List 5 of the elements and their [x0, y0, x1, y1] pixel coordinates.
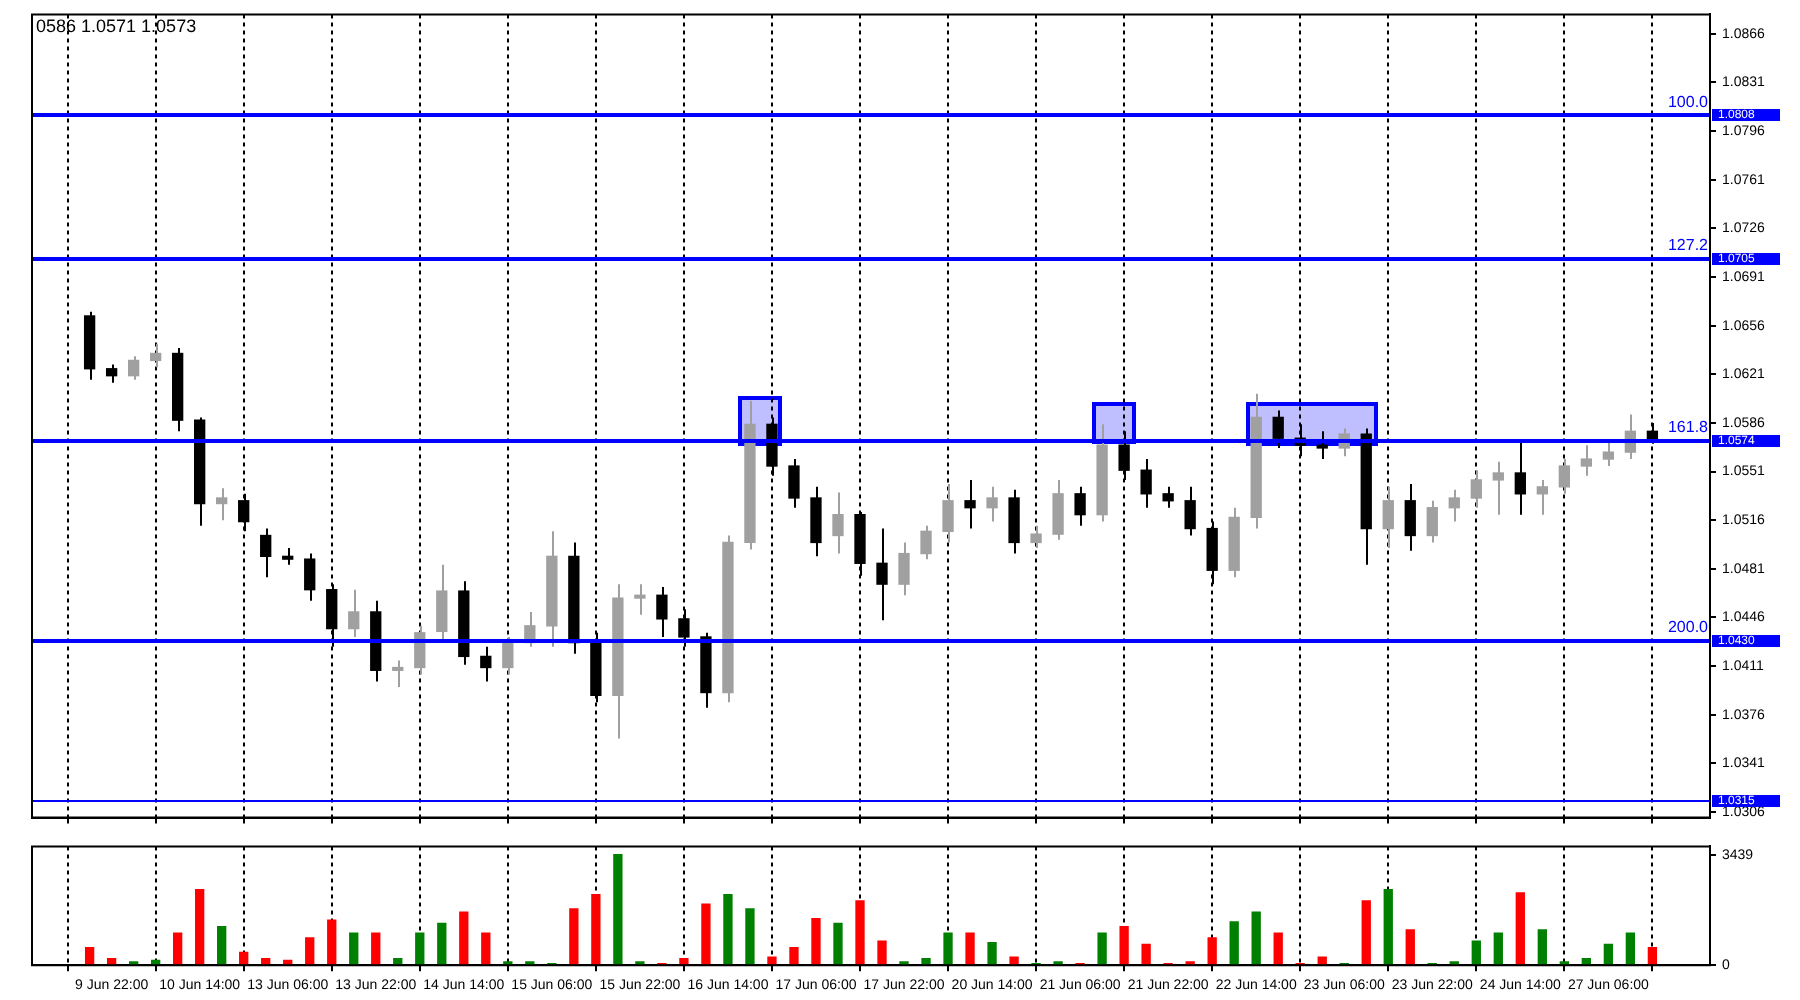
annotation: 100.0 [1667, 92, 1710, 111]
annotation: 161.8 [1667, 418, 1710, 437]
annotation: 127.2 [1667, 235, 1710, 254]
annotation: 200.0 [1667, 618, 1710, 637]
annotation: 0586 1.0571 1.0573 [36, 16, 197, 37]
